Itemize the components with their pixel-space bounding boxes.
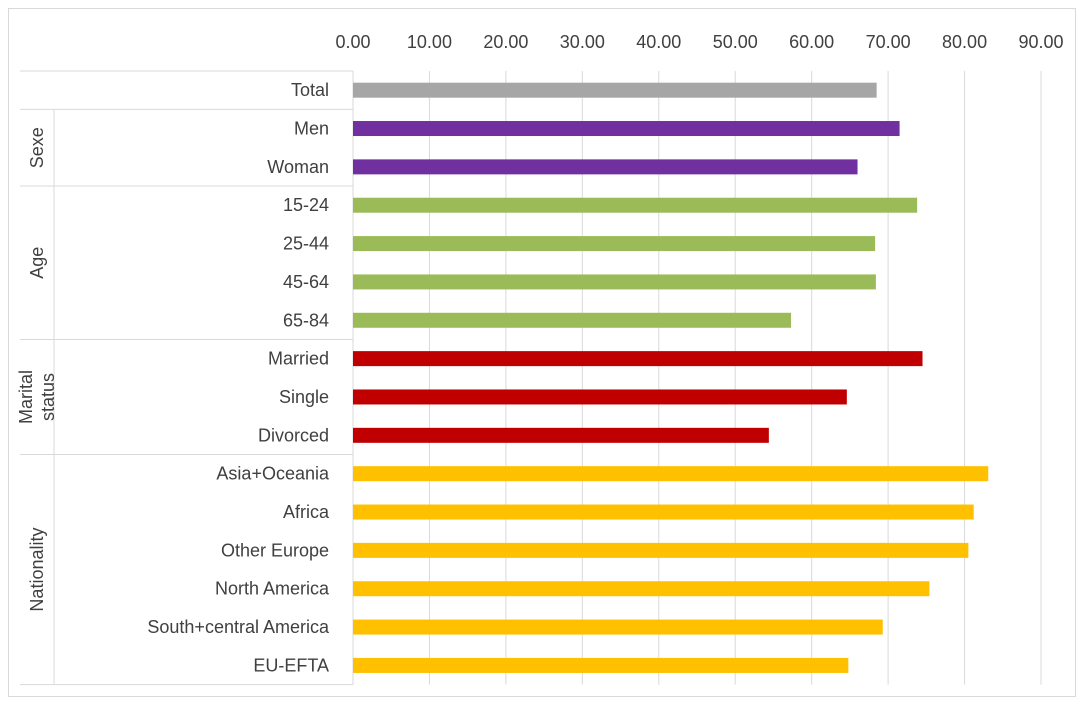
bar	[353, 466, 989, 482]
bar	[353, 427, 769, 443]
category-label: 15-24	[283, 195, 329, 215]
category-label: Other Europe	[221, 540, 329, 560]
category-label: North America	[215, 579, 330, 599]
group-label: Nationality	[27, 528, 47, 612]
x-tick-label: 70.00	[866, 32, 911, 52]
category-label: Single	[279, 387, 329, 407]
bar	[353, 504, 974, 520]
group-label: Sexe	[27, 127, 47, 168]
category-label: Total	[291, 80, 329, 100]
bar	[353, 389, 847, 405]
category-label: Men	[294, 119, 329, 139]
category-label: Asia+Oceania	[216, 464, 330, 484]
category-label: Married	[268, 349, 329, 369]
x-tick-label: 90.00	[1018, 32, 1063, 52]
bar	[353, 312, 792, 328]
category-label: Divorced	[258, 425, 329, 445]
bar	[353, 274, 876, 290]
bar	[353, 351, 923, 367]
x-tick-label: 60.00	[789, 32, 834, 52]
category-label: Africa	[283, 502, 330, 522]
category-label: South+central America	[147, 617, 330, 637]
category-label: 45-64	[283, 272, 329, 292]
bar	[353, 619, 883, 635]
category-label: 65-84	[283, 310, 329, 330]
bar	[353, 657, 849, 673]
x-tick-label: 0.00	[335, 32, 370, 52]
category-label: 25-44	[283, 234, 329, 254]
bar	[353, 542, 969, 558]
category-label: EU-EFTA	[253, 655, 329, 675]
bar	[353, 236, 876, 252]
group-label: status	[38, 373, 58, 421]
x-tick-label: 20.00	[483, 32, 528, 52]
x-tick-label: 50.00	[713, 32, 758, 52]
category-label: Woman	[267, 157, 329, 177]
group-label: Marital	[16, 370, 36, 424]
x-tick-label: 80.00	[942, 32, 987, 52]
bar	[353, 581, 930, 597]
x-tick-label: 10.00	[407, 32, 452, 52]
bar	[353, 82, 877, 98]
bar	[353, 197, 918, 213]
x-tick-label: 30.00	[560, 32, 605, 52]
x-tick-label: 40.00	[636, 32, 681, 52]
group-label: Age	[27, 247, 47, 279]
bar	[353, 121, 900, 137]
bar	[353, 159, 858, 175]
